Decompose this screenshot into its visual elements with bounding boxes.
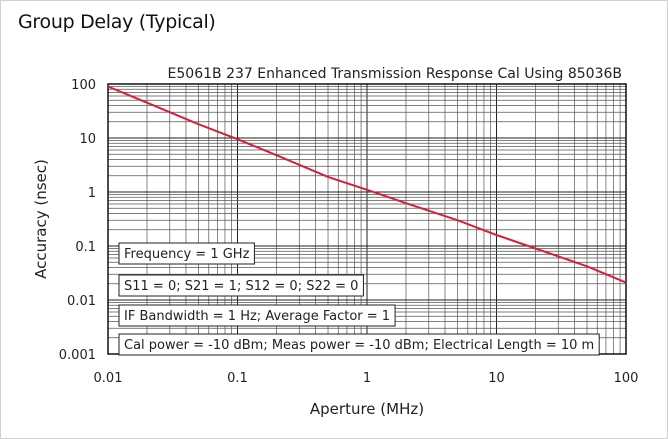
y-tick-label: 1	[88, 186, 96, 201]
y-tick-label: 0.001	[59, 348, 96, 363]
x-axis-label: Aperture (MHz)	[310, 400, 424, 418]
chart-subtitle: E5061B 237 Enhanced Transmission Respons…	[168, 66, 622, 82]
annotation-if-bandwidth: IF Bandwidth = 1 Hz; Average Factor = 1	[124, 309, 390, 324]
x-tick-label: 0.01	[94, 371, 123, 386]
annotation-cal-power-box	[118, 333, 600, 356]
y-tick-label: 100	[71, 78, 96, 93]
annotation-if-bandwidth-box	[118, 304, 396, 327]
x-tick-label: 10	[488, 371, 505, 386]
series-line	[107, 85, 627, 284]
x-tick-label: 0.1	[227, 371, 248, 386]
x-tick-label: 100	[614, 371, 639, 386]
chart-title: Group Delay (Typical)	[18, 11, 216, 33]
annotation-cal-power: Cal power = -10 dBm; Meas power = -10 dB…	[124, 338, 594, 353]
y-tick-label: 10	[79, 132, 96, 147]
annotation-s-parameters: S11 = 0; S21 = 1; S12 = 0; S22 = 0	[124, 279, 358, 294]
annotation-frequency: Frequency = 1 GHz	[124, 247, 250, 262]
y-axis-label: Accuracy (nsec)	[32, 159, 50, 279]
x-tick-label: 1	[363, 371, 371, 386]
annotation-frequency-box	[118, 242, 255, 265]
tick-labels: 0.01 0.1 1 10 100 100 10 1 0.1 0.01 0.001	[59, 78, 639, 386]
y-tick-label: 0.01	[67, 294, 96, 309]
annotation-s-parameters-box	[118, 274, 364, 297]
annotation-boxes: Frequency = 1 GHz S11 = 0; S21 = 1; S12 =…	[118, 242, 600, 356]
y-tick-label: 0.1	[75, 240, 96, 255]
